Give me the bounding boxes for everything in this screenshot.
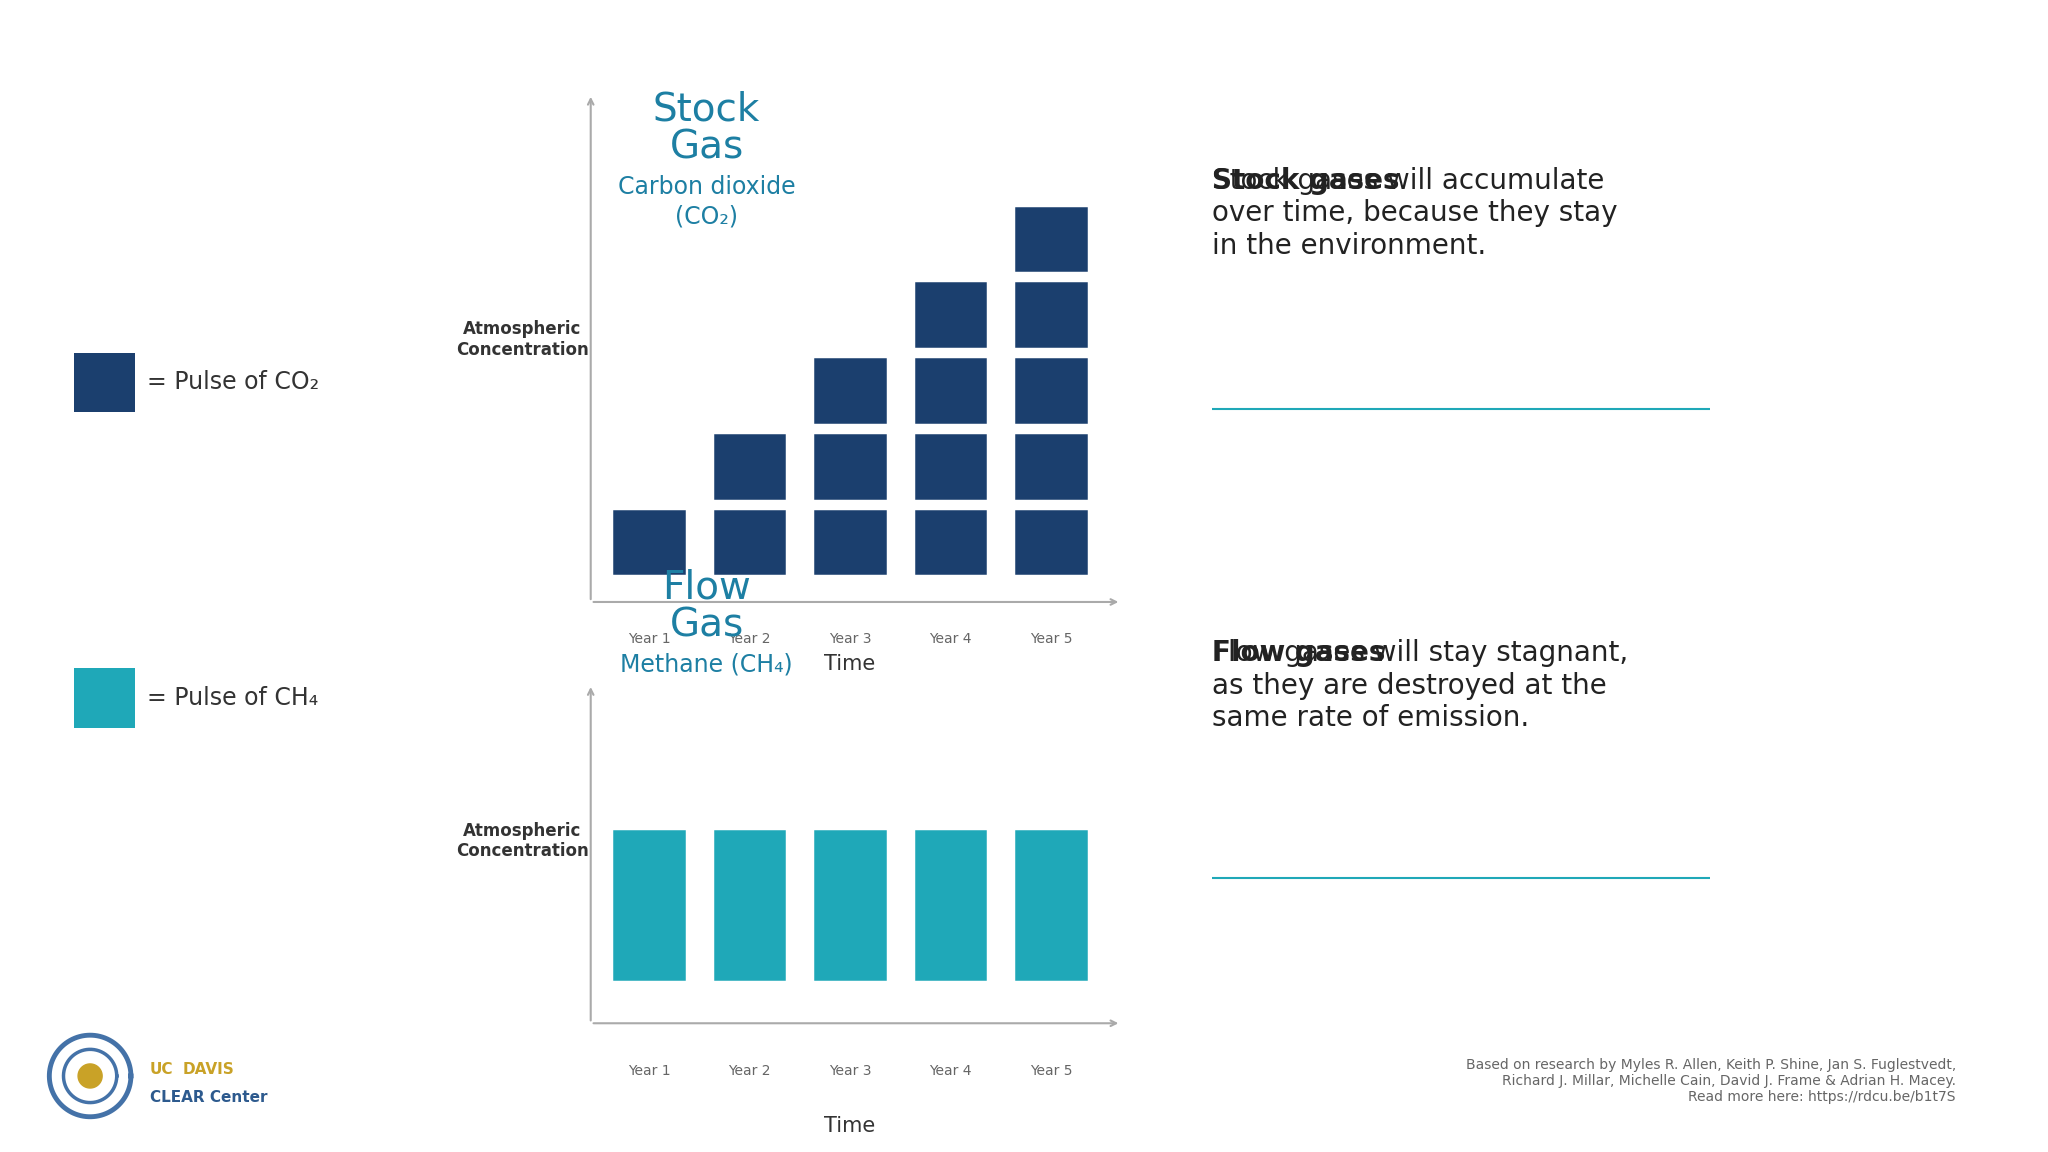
Text: Time: Time — [823, 654, 877, 674]
Bar — [713, 508, 786, 576]
Bar — [813, 432, 887, 501]
Text: Stock: Stock — [653, 91, 760, 128]
Bar — [713, 828, 786, 983]
Text: UC: UC — [150, 1061, 172, 1077]
Bar — [913, 356, 987, 425]
Text: (CO₂): (CO₂) — [676, 205, 737, 228]
Text: Based on research by Myles R. Allen, Keith P. Shine, Jan S. Fuglestvedt,
Richard: Based on research by Myles R. Allen, Kei… — [1466, 1058, 1956, 1104]
Bar — [913, 508, 987, 576]
Text: Flow gases will stay stagnant,
as they are destroyed at the
same rate of emissio: Flow gases will stay stagnant, as they a… — [1212, 639, 1628, 733]
Text: DAVIS: DAVIS — [182, 1061, 233, 1077]
Bar — [813, 828, 887, 983]
Bar — [610, 828, 686, 983]
Bar — [1014, 205, 1090, 273]
Bar — [813, 508, 887, 576]
Bar — [913, 432, 987, 501]
Polygon shape — [78, 1064, 102, 1087]
Text: Carbon dioxide: Carbon dioxide — [618, 175, 795, 198]
Bar — [713, 432, 786, 501]
Bar — [913, 828, 987, 983]
Text: Gas: Gas — [670, 607, 743, 644]
Bar — [1014, 508, 1090, 576]
Text: Atmospheric
Concentration: Atmospheric Concentration — [457, 821, 588, 861]
Bar — [610, 508, 686, 576]
Bar — [913, 280, 987, 349]
Bar — [1014, 356, 1090, 425]
Text: Stock gases will accumulate
over time, because they stay
in the environment.: Stock gases will accumulate over time, b… — [1212, 167, 1618, 260]
Text: = Pulse of CH₄: = Pulse of CH₄ — [147, 687, 319, 710]
Text: Flow gases: Flow gases — [1212, 639, 1386, 667]
Bar — [1014, 432, 1090, 501]
Text: Stock gases: Stock gases — [1212, 167, 1401, 195]
Text: Methane (CH₄): Methane (CH₄) — [621, 653, 793, 676]
Text: = Pulse of CO₂: = Pulse of CO₂ — [147, 371, 319, 394]
Text: Atmospheric
Concentration: Atmospheric Concentration — [457, 320, 588, 359]
Bar — [813, 356, 887, 425]
Text: CLEAR Center: CLEAR Center — [150, 1090, 266, 1106]
Bar — [1014, 828, 1090, 983]
Text: Time: Time — [823, 1116, 877, 1136]
Text: Flow: Flow — [662, 569, 752, 606]
Text: Gas: Gas — [670, 129, 743, 166]
Bar — [1014, 280, 1090, 349]
